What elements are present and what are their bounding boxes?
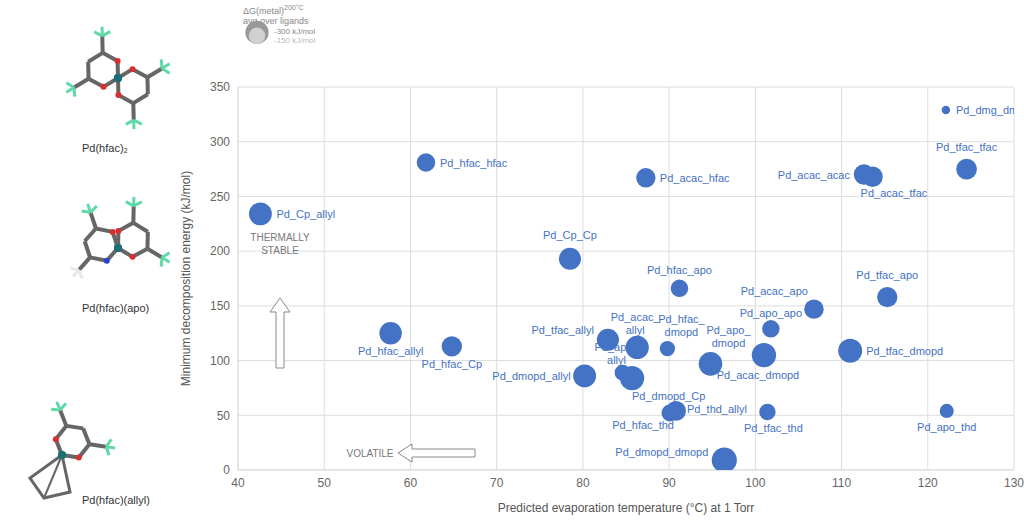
svg-text:Pd_Cp_Cp: Pd_Cp_Cp xyxy=(543,229,597,241)
svg-text:Pd_hfac_thd: Pd_hfac_thd xyxy=(612,419,674,431)
svg-text:Pd_hfac_allyl: Pd_hfac_allyl xyxy=(358,345,423,357)
svg-text:Pd_hfac_dmopd: Pd_hfac_dmopd xyxy=(658,313,705,338)
svg-text:110: 110 xyxy=(832,476,851,490)
svg-text:Pd_apo_allyl: Pd_apo_allyl xyxy=(595,341,640,366)
svg-text:300: 300 xyxy=(210,135,230,149)
svg-text:Pd_hfac_apo: Pd_hfac_apo xyxy=(647,264,712,276)
svg-text:Pd_Cp_allyl: Pd_Cp_allyl xyxy=(276,208,335,220)
svg-text:350: 350 xyxy=(210,80,230,94)
svg-text:-150 kJ/mol: -150 kJ/mol xyxy=(274,36,316,45)
svg-text:Pd_dmopd_dmopd: Pd_dmopd_dmopd xyxy=(615,446,708,458)
svg-text:Pd_tfac_apo: Pd_tfac_apo xyxy=(856,269,918,281)
svg-text:Pd_hfac_hfac: Pd_hfac_hfac xyxy=(440,157,508,169)
svg-text:200: 200 xyxy=(210,244,230,258)
svg-text:Pd_apo_apo: Pd_apo_apo xyxy=(740,307,802,319)
svg-text:Pd_apo_dmopd: Pd_apo_dmopd xyxy=(706,324,751,349)
svg-text:Pd_dmg_dmg: Pd_dmg_dmg xyxy=(956,104,1014,116)
svg-text:130: 130 xyxy=(1004,476,1016,490)
svg-text:250: 250 xyxy=(210,190,230,204)
svg-text:80: 80 xyxy=(576,476,590,490)
svg-text:100: 100 xyxy=(210,354,230,368)
svg-text:Pd_tfac_tfac: Pd_tfac_tfac xyxy=(936,141,998,153)
svg-text:Pd(hfac)(allyl): Pd(hfac)(allyl) xyxy=(82,494,150,506)
svg-text:Pd_acac_apo: Pd_acac_apo xyxy=(741,285,808,297)
svg-text:Pd_thd_allyl: Pd_thd_allyl xyxy=(687,403,747,415)
svg-text:0: 0 xyxy=(223,463,230,477)
svg-text:Pd(hfac)₂: Pd(hfac)₂ xyxy=(82,142,128,154)
svg-text:Minimum decomposition energy (: Minimum decomposition energy (kJ/mol) xyxy=(179,171,193,386)
svg-text:70: 70 xyxy=(490,476,504,490)
svg-text:Pd_acac_allyl: Pd_acac_allyl xyxy=(611,311,661,336)
svg-text:Pd(hfac)(apo): Pd(hfac)(apo) xyxy=(82,302,149,314)
svg-text:Pd_tfac_allyl: Pd_tfac_allyl xyxy=(532,324,594,336)
svg-text:Pd_apo_thd: Pd_apo_thd xyxy=(917,421,976,433)
svg-text:ΔG(metal)200°C: ΔG(metal)200°C xyxy=(243,4,304,16)
svg-text:50: 50 xyxy=(318,476,332,490)
svg-text:Pd_hfac_Cp: Pd_hfac_Cp xyxy=(422,358,483,370)
svg-text:Pd_acac_acac: Pd_acac_acac xyxy=(778,169,851,181)
svg-text:50: 50 xyxy=(217,409,231,423)
svg-text:VOLATILE: VOLATILE xyxy=(346,448,393,459)
svg-text:40: 40 xyxy=(231,476,245,490)
svg-text:120: 120 xyxy=(918,476,938,490)
svg-text:avg over ligands: avg over ligands xyxy=(243,16,309,26)
svg-text:Pd_acac_dmopd: Pd_acac_dmopd xyxy=(717,369,800,381)
svg-text:Pd_acac_tfac: Pd_acac_tfac xyxy=(861,187,928,199)
svg-text:Predicted evaporation temperat: Predicted evaporation temperature (°C) a… xyxy=(498,501,755,515)
svg-text:100: 100 xyxy=(745,476,765,490)
svg-text:Pd_dmopd_allyl: Pd_dmopd_allyl xyxy=(492,370,570,382)
svg-text:Pd_tfac_thd: Pd_tfac_thd xyxy=(744,422,803,434)
svg-text:60: 60 xyxy=(404,476,418,490)
svg-text:90: 90 xyxy=(662,476,676,490)
svg-text:Pd_tfac_dmopd: Pd_tfac_dmopd xyxy=(866,345,943,357)
svg-text:-300 kJ/mol: -300 kJ/mol xyxy=(274,27,316,36)
svg-text:150: 150 xyxy=(210,299,230,313)
svg-text:Pd_acac_hfac: Pd_acac_hfac xyxy=(660,172,730,184)
svg-text:Pd_dmopd_Cp: Pd_dmopd_Cp xyxy=(632,390,705,402)
svg-text:THERMALLYSTABLE: THERMALLYSTABLE xyxy=(250,232,310,256)
